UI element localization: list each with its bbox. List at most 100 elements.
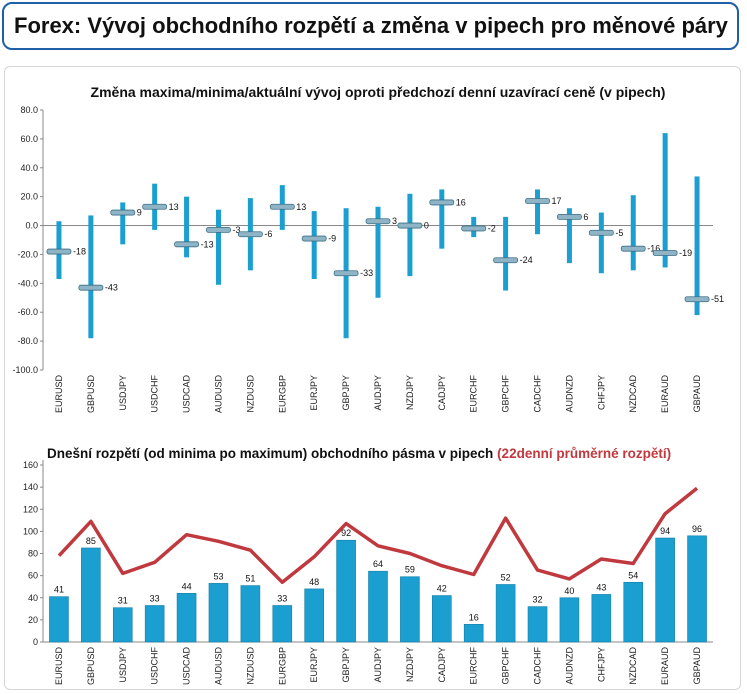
chart1-category-label: GBPAUD [692, 375, 702, 413]
chart1-range-bar [503, 216, 509, 291]
chart1-y-tick-label: 60.0 [20, 134, 38, 144]
chart1-value-label: -43 [105, 283, 118, 293]
chart2-category-label: AUDUSD [213, 647, 223, 686]
chart2-bar [655, 537, 675, 643]
chart2-bar-label: 59 [405, 565, 415, 575]
chart1-current-marker [429, 199, 455, 206]
chart1-category-label: GBPCHF [501, 375, 511, 413]
chart2-category-label: AUDJPY [373, 647, 383, 683]
chart1-range-bar [88, 215, 94, 339]
chart2-bar [623, 581, 644, 643]
chart1-current-marker [237, 231, 263, 238]
chart1-current-marker [78, 284, 104, 291]
chart2-bar-label: 96 [692, 524, 702, 534]
chart1-current-marker [525, 198, 550, 204]
chart1-range-bar [598, 212, 604, 274]
chart2-bar [400, 576, 420, 643]
chart1-current-marker [588, 229, 614, 236]
chart2-average-line [57, 486, 699, 585]
chart2-category-label: USDCAD [182, 647, 192, 686]
chart1-value-label: -33 [360, 268, 373, 278]
chart2-y-tick-label: 40 [28, 593, 38, 603]
chart2-bar [687, 535, 707, 643]
chart1-category-label: USDJPY [118, 375, 128, 411]
chart1-current-marker [620, 245, 646, 252]
chart2-category-label: EURGBP [277, 647, 287, 685]
chart2-y-tick-label: 100 [23, 526, 38, 536]
chart1-range-bar [215, 209, 221, 285]
chart1-y-tick-label: 40.0 [20, 163, 38, 173]
chart1-y-tick-label: 20.0 [20, 192, 38, 202]
chart1-category-label: NZDUSD [245, 375, 255, 413]
chart2-category-label: AUDNZD [564, 647, 574, 685]
chart1-value-label: -18 [73, 247, 86, 257]
chart1-value-label: 13 [169, 202, 179, 212]
chart1-category-label: CHFJPY [596, 375, 606, 410]
chart2-bar-label: 54 [628, 570, 638, 580]
chart2-bar [463, 624, 484, 643]
chart2-bar [336, 539, 356, 643]
chart2-category-label: USDJPY [118, 647, 128, 683]
chart1-value-label: -19 [679, 248, 692, 258]
chart1-y-tick-label: 80.0 [20, 105, 38, 115]
chart1-value-label: -3 [232, 225, 240, 235]
chart2-bar-label: 92 [341, 528, 351, 538]
chart1-category-label: AUDUSD [213, 375, 223, 414]
chart1-value-label: 3 [392, 216, 397, 226]
chart2-bar-label: 44 [182, 581, 192, 591]
chart1-current-marker [301, 235, 327, 242]
chart1-category-label: USDCAD [182, 375, 192, 414]
chart2-bar [559, 597, 580, 643]
chart1-value-label: 13 [296, 202, 306, 212]
chart2-bar-label: 85 [86, 536, 96, 546]
chart2-bar-label: 64 [373, 559, 383, 569]
chart1-category-label: AUDJPY [373, 375, 383, 411]
chart1-title: Změna maxima/minima/aktuální vývoj oprot… [91, 84, 666, 100]
chart1-current-marker [206, 226, 231, 233]
chart1-category-label: AUDNZD [564, 375, 574, 413]
chart1-value-label: -16 [647, 244, 660, 254]
chart2-category-label: USDCHF [150, 646, 160, 684]
chart1-current-marker [365, 218, 391, 225]
chart1-value-label: -6 [264, 229, 272, 239]
chart2-bar [144, 605, 165, 643]
chart1-value-label: 16 [456, 197, 466, 207]
title-banner: Forex: Vývoj obchodního rozpětí a změna … [2, 2, 739, 50]
chart1-value-label: -13 [201, 239, 214, 249]
page-title: Forex: Vývoj obchodního rozpětí a změna … [14, 13, 728, 38]
chart1-current-marker [557, 213, 582, 220]
chart2-bar [527, 606, 548, 643]
chart2-bar-label: 32 [533, 595, 543, 605]
chart2-category-label: CHFJPY [596, 647, 606, 682]
chart1-range-bar [694, 176, 700, 316]
chart2-bar-label: 31 [118, 596, 128, 606]
chart1-current-marker [652, 250, 678, 256]
range-change-chart: Změna maxima/minima/aktuální vývoj oprot… [12, 84, 724, 414]
chart2-bar-label: 42 [437, 584, 447, 594]
chart1-range-bar [375, 206, 381, 298]
chart1-category-label: GBPJPY [341, 375, 351, 411]
chart1-value-label: 0 [424, 221, 429, 231]
chart2-bar-label: 33 [277, 593, 287, 603]
chart1-y-tick-label: -80.0 [17, 336, 38, 346]
chart2-bar [495, 584, 516, 643]
chart2-bar [208, 583, 229, 643]
chart1-category-label: EURAUD [660, 375, 670, 414]
chart2-y-tick-label: 140 [23, 482, 38, 492]
chart2-category-label: CADCHF [533, 646, 543, 684]
chart2-category-label: EURCHF [469, 646, 479, 684]
chart1-value-label: -9 [328, 234, 336, 244]
chart1-value-label: 17 [552, 196, 562, 206]
chart1-category-label: GBPUSD [86, 375, 96, 414]
chart1-category-label: CADCHF [533, 374, 543, 412]
chart2-y-tick-label: 160 [23, 460, 38, 470]
chart1-category-label: EURUSD [54, 375, 64, 414]
chart1-category-label: EURGBP [277, 375, 287, 413]
chart2-bar-label: 52 [501, 572, 511, 582]
chart2-category-label: EURJPY [309, 647, 319, 683]
chart2-bar-label: 48 [309, 577, 319, 587]
chart2-category-label: GBPJPY [341, 647, 351, 683]
chart2-category-label: EURUSD [54, 647, 64, 686]
chart1-value-label: -5 [615, 228, 623, 238]
chart1-value-label: 6 [583, 212, 588, 222]
